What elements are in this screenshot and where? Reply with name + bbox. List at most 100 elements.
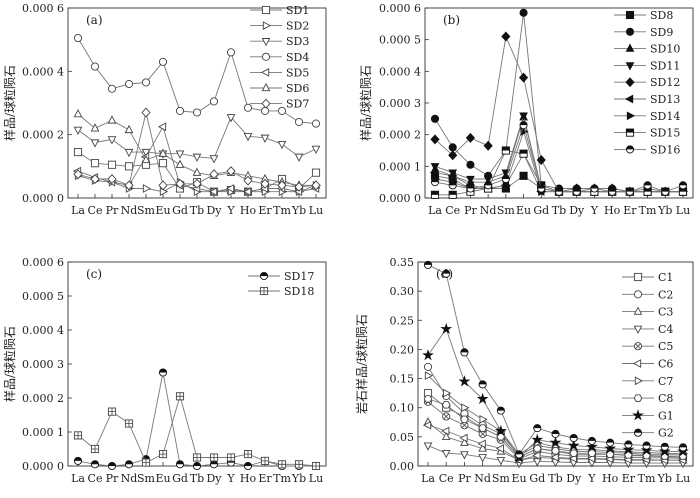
data-point-half (515, 450, 523, 455)
data-point-half (74, 457, 82, 461)
data-point-half (555, 188, 563, 192)
data-point (141, 458, 151, 467)
legend-label: C8 (658, 392, 673, 405)
x-tick-label: Yb (291, 204, 306, 217)
panel-c: 0.000 0 0.000 1 0.000 2 0.000 3 0.000 4 0.000… (2, 256, 327, 485)
data-point-cross (125, 419, 133, 428)
y-tick-label: 0.000 5 (22, 290, 64, 303)
x-tick-label: Ho (240, 204, 257, 217)
x-tick-label: Pr (458, 472, 471, 485)
legend-marker (626, 111, 636, 121)
data-point (478, 424, 487, 432)
legend-label: SD13 (650, 93, 680, 106)
panel-label: (b) (443, 13, 460, 27)
legend-marker (625, 62, 635, 71)
legend-label: C1 (658, 271, 673, 284)
data-point (478, 380, 487, 389)
data-point-cross (278, 460, 286, 468)
legend-label: C6 (658, 358, 673, 371)
data-point (430, 190, 440, 199)
x-tick-label: Sm (492, 472, 511, 485)
data-point-half (502, 146, 510, 151)
legend-label: C3 (658, 306, 673, 319)
x-tick-label: Lu (309, 204, 323, 217)
data-point (124, 460, 134, 469)
data-point (537, 184, 546, 193)
data-point-cross (91, 445, 99, 453)
legend-label: SD14 (650, 110, 680, 123)
data-point-cross (227, 453, 235, 462)
data-point (90, 159, 100, 168)
data-point (604, 442, 617, 454)
data-point-half (537, 184, 545, 189)
data-point (90, 123, 100, 132)
data-point-half (606, 439, 614, 443)
y-tick-label: 0.20 (390, 343, 415, 356)
data-point-half (643, 188, 652, 192)
data-point (429, 168, 439, 178)
data-point (107, 160, 117, 169)
data-point-half (431, 178, 439, 183)
data-point (466, 175, 475, 185)
x-tick-label: Tb (548, 472, 562, 485)
legend-label: SD4 (286, 51, 309, 64)
data-point (423, 442, 433, 451)
legend-label: C4 (658, 323, 673, 336)
data-point (460, 415, 469, 424)
y-tick-label: 0.05 (390, 431, 415, 444)
data-point (458, 375, 471, 387)
data-point (107, 174, 117, 184)
data-point (606, 438, 615, 447)
data-point-half (449, 191, 457, 195)
data-point (277, 180, 287, 191)
data-point (430, 134, 440, 145)
legend-marker (261, 98, 271, 109)
data-point (107, 84, 117, 93)
y-tick-label: 0.000 4 (22, 324, 64, 337)
data-point (124, 124, 134, 134)
data-point-half (573, 188, 581, 192)
data-point (430, 114, 440, 123)
legend-marker (633, 428, 643, 437)
data-point (158, 159, 168, 168)
data-point (124, 419, 134, 428)
x-tick-label: Tb (552, 204, 566, 217)
data-point-half (431, 191, 439, 195)
data-point (460, 348, 469, 357)
legend-marker (632, 409, 644, 421)
data-point (209, 155, 219, 164)
data-point (209, 97, 219, 106)
panel-label: (a) (86, 13, 103, 27)
data-point (73, 34, 83, 43)
data-point (226, 48, 236, 57)
data-point (90, 174, 100, 184)
legend-marker (625, 145, 635, 154)
x-tick-label: La (428, 204, 442, 217)
x-tick-label: Y (226, 472, 235, 485)
data-point (243, 450, 253, 459)
data-point (478, 454, 487, 463)
legend-label: SD18 (284, 285, 314, 298)
legend-label: SD12 (650, 76, 680, 89)
data-point (608, 187, 617, 196)
data-point (430, 178, 440, 187)
x-tick-label: Ce (445, 204, 460, 217)
data-point-half (108, 462, 116, 466)
legend-marker (259, 286, 269, 296)
data-point (158, 148, 168, 157)
data-point (107, 136, 117, 145)
y-tick-label: 0.10 (390, 402, 415, 415)
data-point (551, 447, 560, 455)
data-point-half (442, 270, 450, 274)
data-point (277, 106, 287, 115)
data-point (625, 187, 634, 196)
data-point (157, 122, 167, 132)
x-tick-label: Sm (137, 472, 156, 485)
legend-marker-cross (260, 287, 268, 295)
data-point (124, 162, 134, 171)
x-tick-label: Yb (291, 472, 306, 485)
data-point-cross (479, 431, 486, 437)
series-line (77, 372, 316, 467)
data-point (441, 426, 450, 436)
